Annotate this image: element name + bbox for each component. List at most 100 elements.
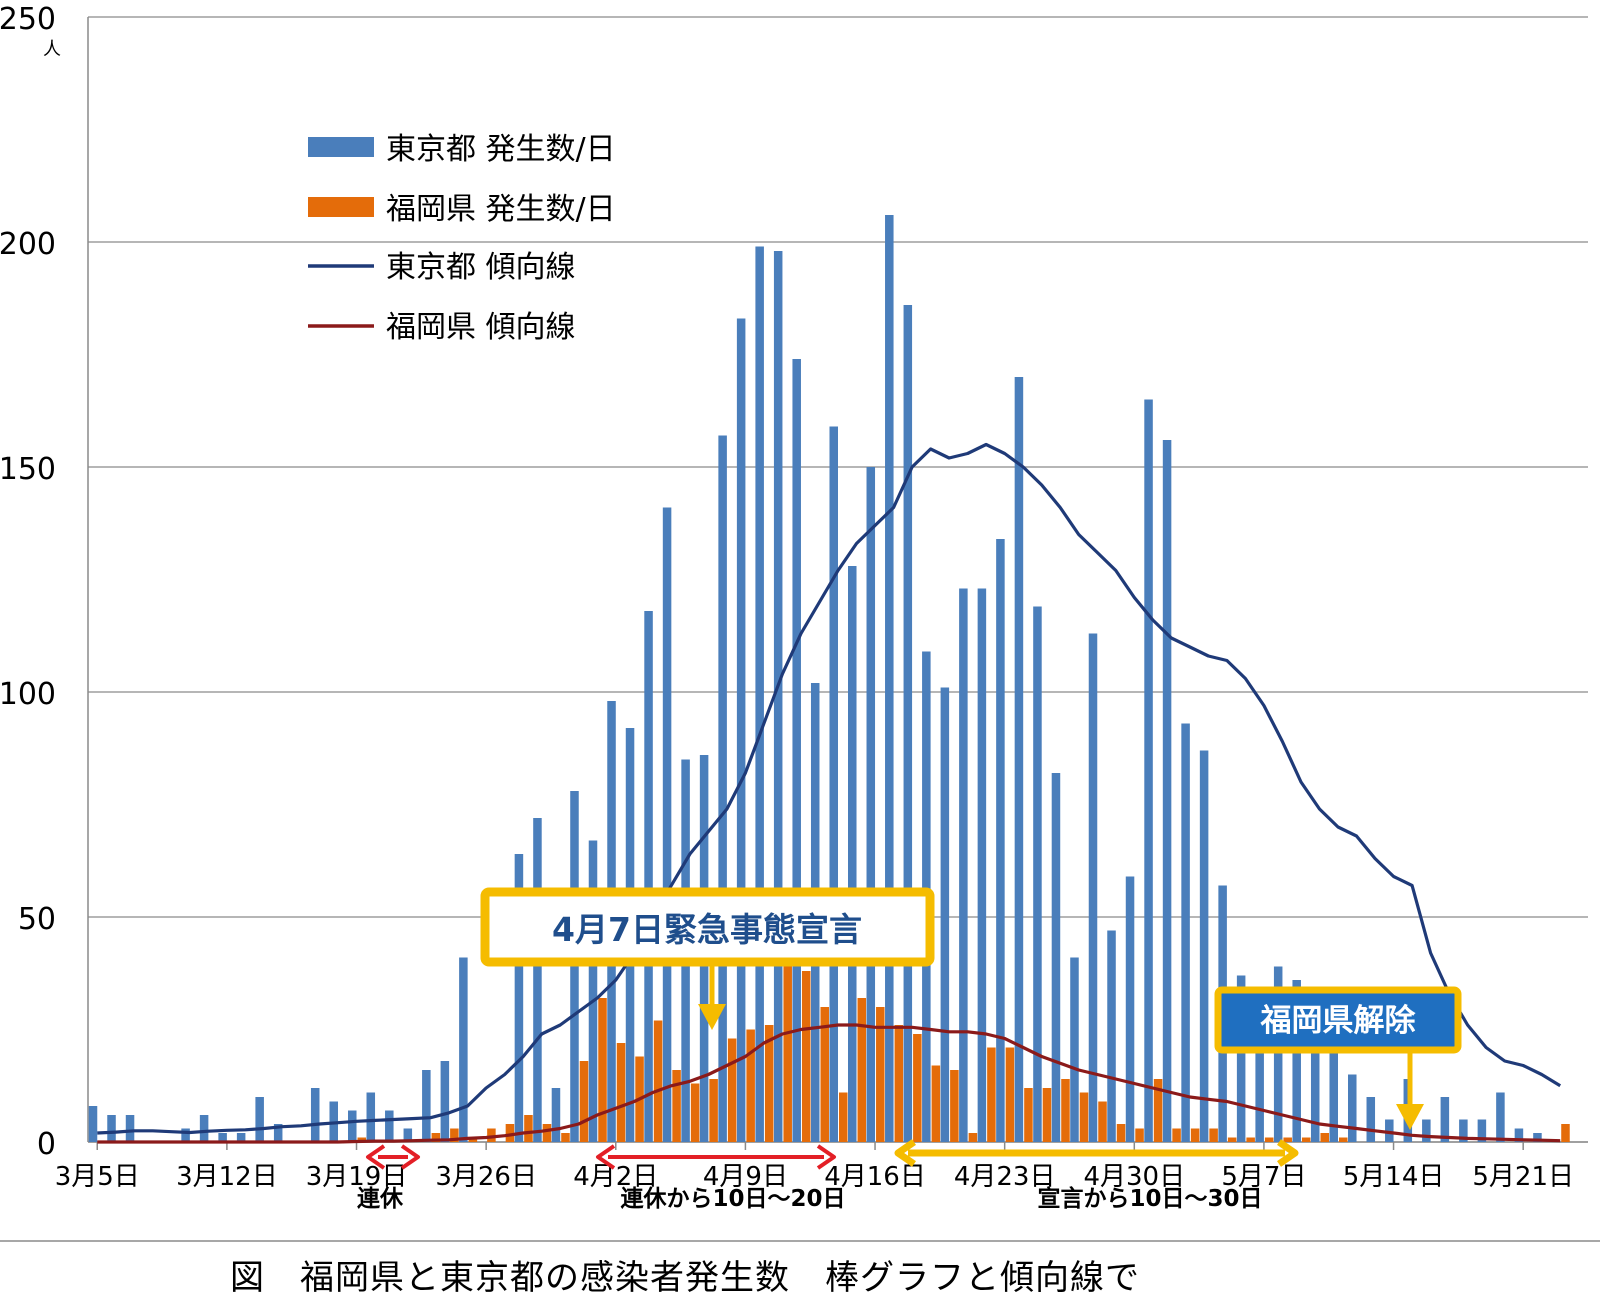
bar-fukuoka [1190,1128,1200,1142]
bar-tokyo [718,435,727,1142]
bar-fukuoka [468,1137,478,1142]
x-tick-label: 5月7日 [1221,1162,1306,1192]
caption-text: 図 福岡県と東京都の感染者発生数 棒グラフと傾向線で [230,1258,1140,1298]
bar-fukuoka [931,1065,941,1142]
bar-fukuoka [876,1007,885,1142]
bar-tokyo [996,539,1005,1142]
bar-tokyo [236,1133,246,1142]
bar-tokyo [403,1128,413,1142]
bar-tokyo [1459,1119,1468,1142]
bar-fukuoka [839,1092,848,1142]
bar-fukuoka [1005,1047,1015,1142]
bar-tokyo [366,1092,376,1142]
bar-tokyo [1514,1128,1524,1142]
y-unit-label: 人 [43,39,61,60]
bar-tokyo [310,1088,320,1142]
bar-tokyo [385,1110,394,1142]
release-box [1214,986,1462,1054]
bar-tokyo [422,1070,431,1142]
bar-fukuoka [1079,1092,1089,1142]
bar-tokyo [1533,1133,1542,1142]
bar-tokyo [218,1133,227,1142]
bar-tokyo [773,251,783,1142]
legend-swatch [308,137,374,157]
x-tick-label: 4月9日 [703,1162,788,1192]
span-label-declaration-10-30: 宣言から10日～30日 [1037,1185,1262,1212]
bar-tokyo [1292,980,1301,1142]
span-label-holiday: 連休 [357,1186,404,1212]
bar-tokyo [1033,606,1042,1142]
bar-fukuoka [1153,1079,1163,1142]
bar-tokyo [1440,1097,1450,1142]
bar-tokyo [755,246,764,1142]
bar-tokyo [1496,1092,1505,1142]
trend-line-tokyo [97,442,1562,1135]
bar-fukuoka [1320,1133,1329,1142]
x-tick-label: 3月12日 [176,1162,278,1192]
bar-tokyo [514,854,524,1142]
bar-tokyo [866,467,876,1142]
bar-tokyo [1144,399,1153,1142]
arrow-left-icon [366,1144,386,1170]
bar-fukuoka [894,1025,904,1142]
arrow-right-icon [816,1144,836,1170]
arrow-left-icon [596,1144,616,1170]
legend-label: 東京都 傾向線 [386,250,576,285]
bar-fukuoka [1172,1128,1181,1142]
bar-tokyo [1199,750,1209,1142]
bar-fukuoka [857,998,867,1142]
bar-fukuoka [764,1025,774,1142]
x-tick-label: 4月30日 [1083,1162,1185,1192]
x-tick-label: 4月23日 [954,1162,1056,1192]
legend-label: 福岡県 発生数/日 [386,192,616,227]
bar-tokyo [1070,957,1079,1142]
bar-fukuoka [542,1124,552,1142]
bar-fukuoka [968,1133,978,1142]
x-tick-label: 5月14日 [1343,1162,1445,1192]
bar-tokyo [125,1115,135,1142]
x-tick-label: 3月19日 [306,1162,408,1192]
legend-label: 東京都 発生数/日 [386,132,616,167]
bar-tokyo [1162,440,1172,1142]
bar-tokyo [903,305,913,1142]
y-tick-label: 0 [37,1127,56,1162]
bar-fukuoka [598,998,607,1142]
bar-tokyo [255,1097,264,1142]
bar-fukuoka [1561,1124,1570,1142]
bar-fukuoka [505,1124,515,1142]
y-tick-label: 150 [0,452,56,487]
bar-fukuoka [653,1020,663,1142]
bar-fukuoka [1061,1079,1070,1142]
bar-fukuoka [1301,1137,1311,1142]
bar-fukuoka [1116,1124,1126,1142]
bar-tokyo [199,1115,209,1142]
bar-tokyo [588,840,598,1142]
bar-tokyo [1477,1119,1487,1142]
bar-tokyo [1310,1007,1320,1142]
bar-tokyo [1422,1119,1431,1142]
bar-fukuoka [1135,1128,1144,1142]
x-tick-label: 5月21日 [1472,1162,1574,1192]
bar-fukuoka [987,1047,996,1142]
bar-fukuoka [783,962,792,1142]
figure-caption: 図 福岡県と東京都の感染者発生数 棒グラフと傾向線で [0,1250,1600,1299]
bar-tokyo [1014,377,1024,1142]
bar-fukuoka [950,1070,959,1142]
emergency-declaration-label: 4月7日緊急事態宣言 [552,910,862,949]
bar-fukuoka [1024,1088,1033,1142]
span-label-holiday-10-20: 連休から10日～20日 [620,1186,845,1212]
bar-fukuoka [1339,1137,1348,1142]
bar-tokyo [1088,633,1098,1142]
bar-tokyo [959,588,968,1142]
bar-fukuoka [1264,1137,1274,1142]
bar-fukuoka [746,1029,755,1142]
bar-tokyo [88,1106,98,1142]
bar-fukuoka [709,1079,718,1142]
bar-tokyo [1348,1074,1357,1142]
bar-tokyo [1181,723,1190,1142]
bar-fukuoka [690,1083,700,1142]
bar-fukuoka [1209,1128,1218,1142]
bar-fukuoka [1098,1101,1107,1142]
bar-tokyo [1125,876,1135,1142]
bar-fukuoka [1042,1088,1052,1142]
